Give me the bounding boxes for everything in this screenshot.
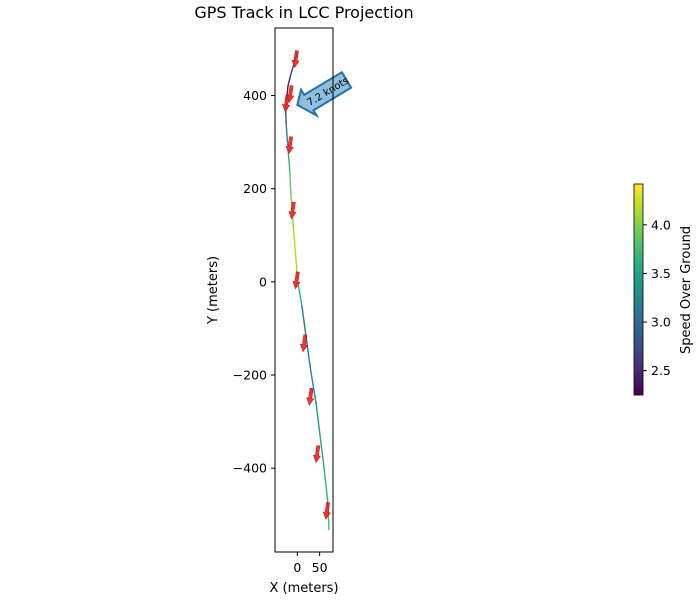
y-tick-label: 0 xyxy=(259,274,267,289)
track-segment xyxy=(309,369,317,404)
track-segment xyxy=(301,304,307,339)
speed-annotation-arrow xyxy=(296,70,353,119)
colorbar-tick-label: 3.5 xyxy=(651,266,671,281)
colorbar-tick-label: 2.5 xyxy=(651,363,671,378)
y-tick-label: 400 xyxy=(243,88,267,103)
direction-arrow xyxy=(286,85,295,104)
track-segment xyxy=(286,85,289,97)
direction-arrow xyxy=(300,334,309,353)
direction-arrow xyxy=(306,387,315,406)
track-segment xyxy=(297,281,303,306)
colorbar-ticks: 2.5 3.0 3.5 4.0 xyxy=(643,217,671,378)
colorbar-gradient xyxy=(633,183,644,396)
y-tick-label: −200 xyxy=(233,368,267,383)
track-segment xyxy=(305,337,312,372)
y-axis-ticks: −400 −200 0 200 400 xyxy=(233,88,275,476)
direction-arrow xyxy=(322,502,331,520)
colorbar-tick-label: 4.0 xyxy=(651,217,671,232)
arrow-layer xyxy=(282,50,331,520)
x-axis-ticks: 0 50 xyxy=(293,552,328,575)
track-segment xyxy=(319,434,325,469)
plot-frame xyxy=(274,27,334,553)
track-segment xyxy=(292,225,297,255)
track-segment xyxy=(285,122,289,143)
chart-title: GPS Track in LCC Projection xyxy=(194,3,413,22)
track-segment xyxy=(287,76,291,87)
track-segment xyxy=(289,66,294,78)
direction-arrow xyxy=(285,136,294,155)
colorbar-label: Speed Over Ground xyxy=(679,226,694,354)
y-tick-label: 200 xyxy=(243,181,267,196)
direction-arrow xyxy=(288,201,297,220)
direction-arrow xyxy=(291,50,300,69)
colorbar-tick-label: 3.0 xyxy=(651,315,671,330)
track-segment xyxy=(289,169,292,199)
x-axis-title: X (meters) xyxy=(269,581,338,596)
y-tick-label: −400 xyxy=(233,461,267,476)
direction-arrow xyxy=(313,445,321,464)
x-tick-label: 50 xyxy=(312,560,328,575)
x-tick-label: 0 xyxy=(293,560,301,575)
direction-arrow xyxy=(292,271,301,290)
track-segment xyxy=(323,467,329,502)
track-segment xyxy=(315,402,321,437)
y-axis-title: Y (meters) xyxy=(206,256,221,325)
colorbar: 2.5 3.0 3.5 4.0 Speed Over Ground xyxy=(633,183,694,396)
